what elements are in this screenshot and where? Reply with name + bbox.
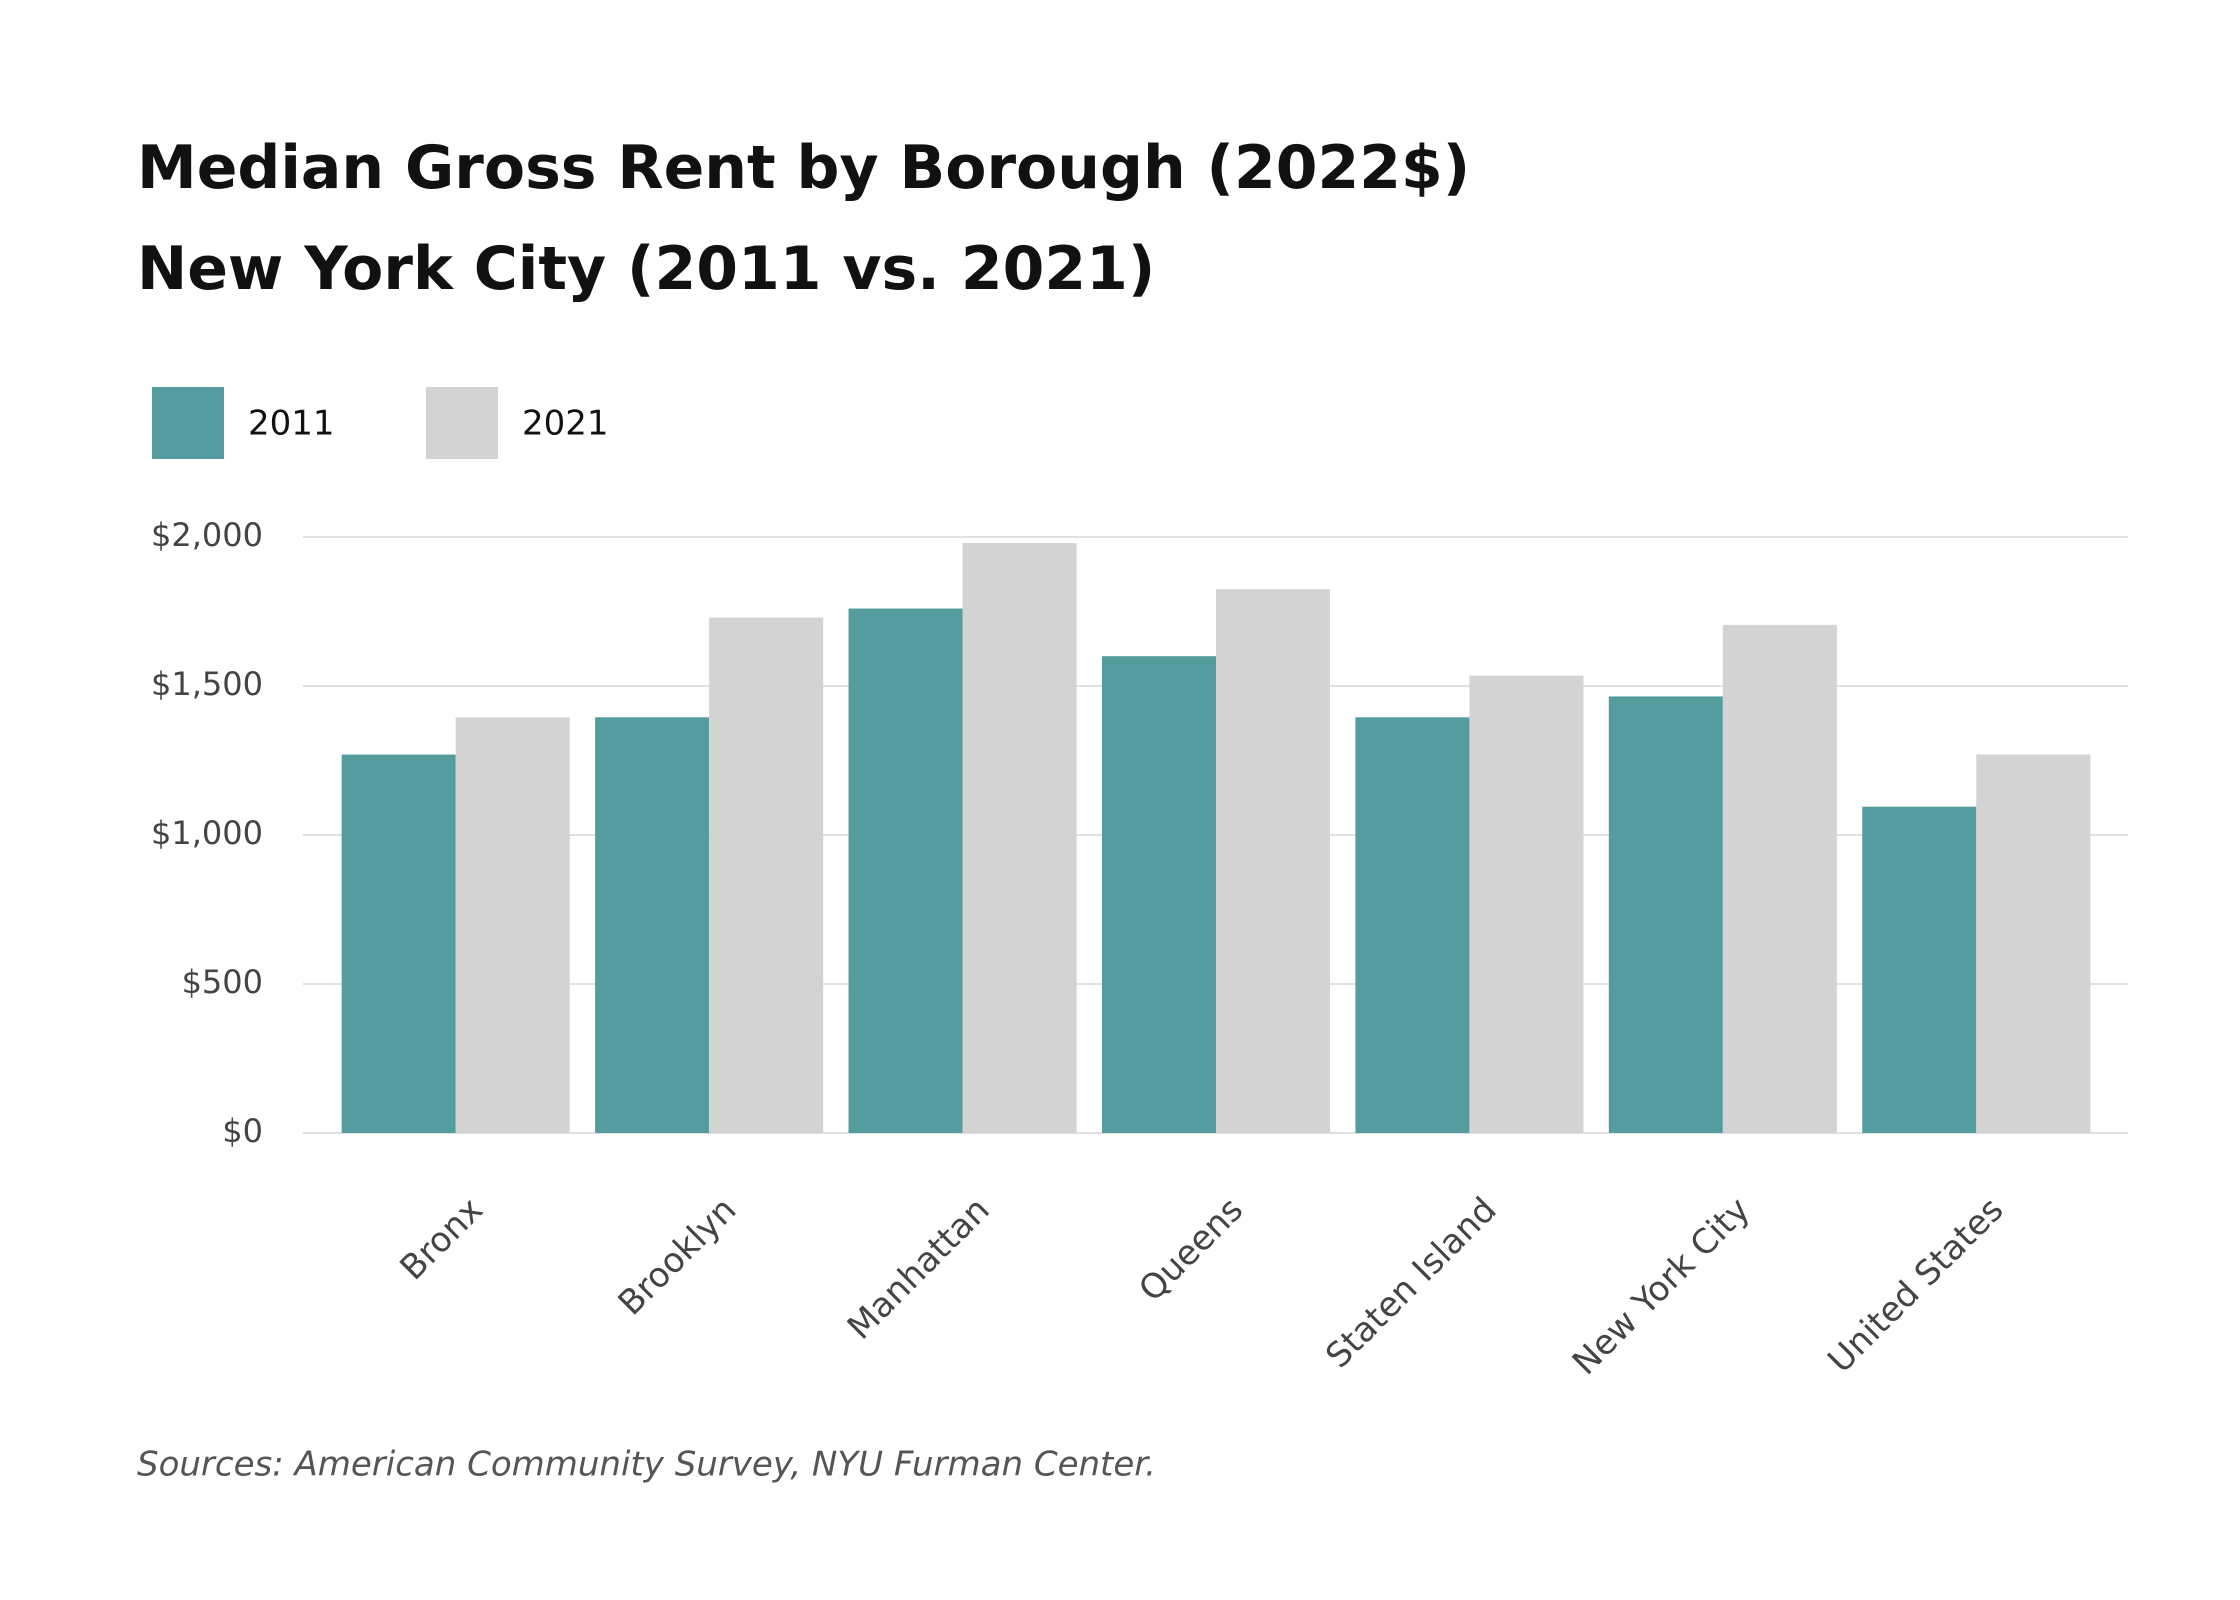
bar xyxy=(848,608,963,1133)
bar xyxy=(1216,589,1331,1133)
bar xyxy=(1722,624,1837,1133)
bar xyxy=(1355,717,1470,1133)
y-tick-label: $500 xyxy=(182,963,263,1001)
y-tick-label: $1,000 xyxy=(151,814,263,852)
bar xyxy=(1976,754,2091,1133)
legend-swatch xyxy=(152,387,224,459)
bar xyxy=(1608,696,1723,1133)
y-tick-label: $1,500 xyxy=(151,665,263,703)
chart-title: Median Gross Rent by Borough (2022$) xyxy=(137,133,1470,203)
chart-subtitle: New York City (2011 vs. 2021) xyxy=(137,234,1155,304)
legend-label: 2021 xyxy=(522,404,609,444)
y-tick-label: $2,000 xyxy=(151,516,263,554)
bar xyxy=(709,617,824,1133)
source-note: Sources: American Community Survey, NYU … xyxy=(137,1445,1156,1485)
bar xyxy=(1862,806,1977,1133)
bar xyxy=(1469,675,1584,1133)
legend-swatch xyxy=(426,387,498,459)
bar xyxy=(962,542,1077,1133)
bar xyxy=(1101,656,1216,1133)
bar xyxy=(341,754,456,1133)
bar xyxy=(595,717,710,1133)
bar xyxy=(455,717,570,1133)
legend-label: 2011 xyxy=(248,404,335,444)
y-tick-label: $0 xyxy=(222,1112,263,1150)
